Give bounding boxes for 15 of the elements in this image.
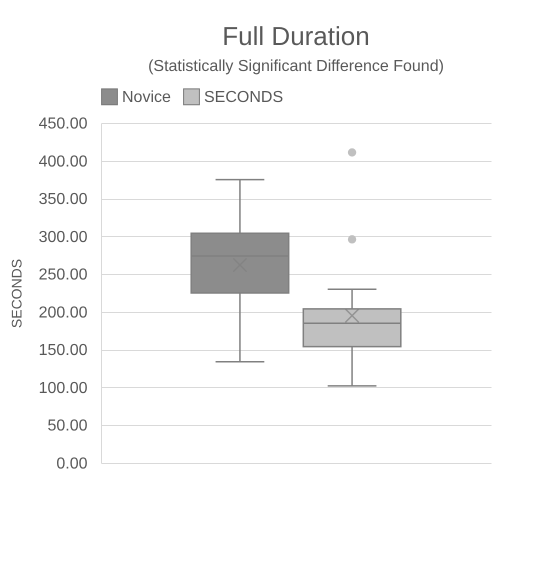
y-tick-label: 450.00 (38, 116, 88, 132)
y-axis-title: SECONDS (8, 258, 25, 328)
y-tick-label: 300.00 (38, 228, 88, 246)
legend-label: SECONDS (204, 88, 284, 106)
y-tick-label: 100.00 (38, 380, 88, 397)
y-tick-label: 150.00 (38, 342, 88, 360)
legend-label: Novice (122, 88, 172, 106)
chart-title: Full Duration (222, 21, 370, 51)
y-tick-label: 200.00 (38, 304, 88, 322)
y-tick-label: 250.00 (38, 266, 88, 284)
y-tick-label: 50.00 (47, 418, 88, 435)
y-tick-label: 400.00 (38, 153, 88, 170)
y-tick-label: 0.00 (56, 456, 88, 472)
y-tick-label: 350.00 (38, 191, 88, 208)
chart-subtitle: (Statistically Significant Difference Found) (148, 58, 444, 75)
